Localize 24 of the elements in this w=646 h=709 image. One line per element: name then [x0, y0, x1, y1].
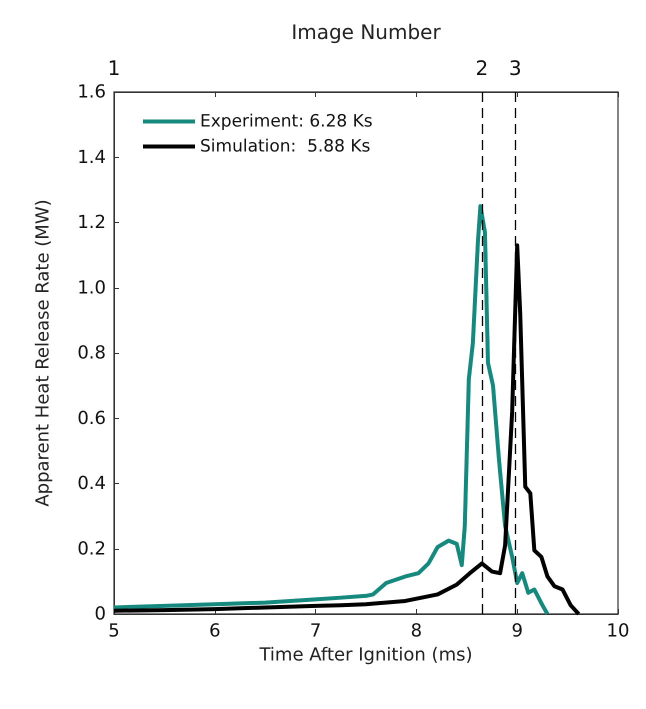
y-tick-label: 1.4	[77, 146, 106, 168]
text: 3	[508, 56, 522, 80]
y-tick-label: 0.8	[77, 342, 106, 364]
x-tick-label: 10	[606, 620, 630, 642]
x-tick-label: 7	[310, 620, 322, 642]
y-tick-label: 0.6	[77, 408, 106, 429]
x-tick-label: 8	[410, 620, 422, 642]
legend-label: Experiment: 6.28 Ks	[200, 112, 373, 132]
text: 1	[108, 56, 120, 80]
y-tick-label: 1.6	[77, 82, 106, 102]
line-series	[112, 204, 550, 616]
text: 2	[476, 56, 488, 80]
x-tick-label: 9	[511, 620, 523, 642]
y-tick-label: 0.4	[77, 473, 106, 494]
x-tick-label: 6	[209, 620, 221, 642]
x-tick-label: 5	[108, 620, 120, 642]
x2-axis-title: Image Number	[291, 20, 442, 44]
y-tick-label: 0.2	[77, 538, 106, 560]
y-tick-label: 1.2	[77, 212, 106, 233]
y-tick-label: 1.0	[77, 277, 106, 298]
legend-label: Simulation: 5.88 Ks	[200, 136, 370, 156]
y-axis-title: Apparent Heat Release Rate (MW)	[32, 199, 54, 507]
x-axis-title: Time After Ignition (ms)	[258, 644, 473, 666]
y-tick-label: 0	[94, 604, 106, 624]
